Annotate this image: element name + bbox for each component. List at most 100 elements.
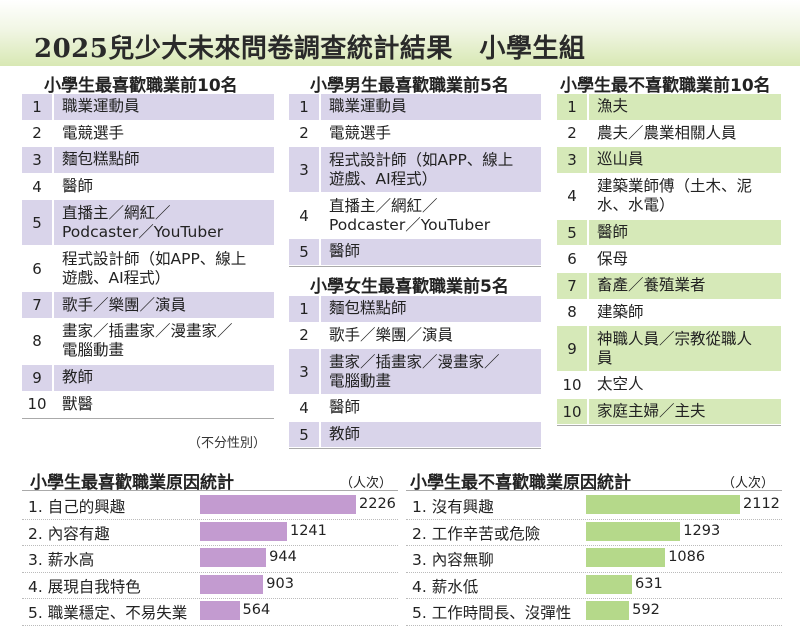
bar — [200, 495, 356, 514]
rank-row: 5 醫師 — [289, 239, 541, 266]
row-divider — [406, 571, 782, 573]
rank-number: 1 — [557, 94, 589, 120]
table-title-girls-top5: 小學女生最喜歡職業前5名 — [310, 277, 509, 297]
bar-label: 1. 自己的興趣 — [28, 498, 126, 516]
rank-row: 5 醫師 — [557, 219, 781, 247]
rank-number: 3 — [289, 147, 321, 193]
job-name: 程式設計師（如APP、線上 遊戲、AI程式） — [62, 249, 247, 287]
rank-row: 4 醫師 — [22, 173, 274, 201]
rank-row: 7 歌手／樂團／演員 — [22, 292, 274, 319]
table-bottom-rule — [22, 418, 274, 420]
rank-row: 3 麵包糕點師 — [22, 147, 274, 174]
row-divider — [22, 624, 398, 626]
rank-number: 2 — [22, 120, 54, 147]
rank-number: 6 — [22, 246, 54, 292]
bar-value-label: 631 — [635, 575, 663, 592]
rank-row: 2 農夫／農業相關人員 — [557, 120, 781, 148]
bar-value-label: 1293 — [683, 522, 721, 539]
table-bottom-rule — [557, 425, 781, 427]
rank-row: 8 畫家／插畫家／漫畫家／ 電腦動畫 — [22, 318, 274, 365]
rank-number: 6 — [557, 246, 589, 272]
job-name: 麵包糕點師 — [329, 299, 407, 318]
rank-row: 1 職業運動員 — [22, 94, 274, 121]
row-divider — [22, 545, 398, 546]
job-name: 醫師 — [62, 177, 94, 196]
row-divider — [406, 518, 782, 520]
bar — [200, 521, 287, 541]
job-name: 歌手／樂團／演員 — [62, 295, 187, 314]
job-name: 直播主／網紅／ Podcaster／YouTuber — [62, 203, 224, 241]
rank-number: 4 — [289, 193, 321, 239]
title-band — [0, 0, 800, 66]
rank-row: 9 神職人員／宗教從職人員 — [557, 326, 781, 373]
girls-top5-table: 1 麵包糕點師 2 歌手／樂團／演員 3 畫家／插畫家／漫畫家／ 電腦動畫 4 醫師 5 教師 — [289, 296, 541, 450]
bar-label: 2. 工作辛苦或危險 — [412, 524, 541, 543]
rank-row: 10 家庭主婦／主夫 — [557, 398, 781, 426]
job-name: 麵包糕點師 — [62, 150, 140, 169]
bar-value-label: 1241 — [289, 522, 327, 539]
rank-row: 7 畜產／養殖業者 — [557, 272, 781, 300]
job-name: 建築師 — [597, 302, 644, 321]
rank-number: 9 — [557, 326, 589, 372]
job-name: 職業運動員 — [329, 97, 407, 116]
job-name: 畫家／插畫家／漫畫家／ 電腦動畫 — [329, 352, 500, 390]
row-divider — [22, 598, 398, 599]
rank-number: 5 — [557, 219, 589, 246]
row-divider — [406, 624, 782, 626]
bar — [200, 548, 267, 567]
rank-number: 2 — [557, 120, 589, 147]
rank-number: 5 — [289, 421, 321, 448]
rank-number: 3 — [289, 349, 321, 395]
chart-rule-least — [406, 490, 782, 491]
bar-label: 3. 薪水高 — [28, 551, 95, 569]
chart-rule-favorite — [22, 490, 398, 491]
job-name: 畫家／插畫家／漫畫家／ 電腦動畫 — [62, 322, 233, 360]
rank-row: 3 巡山員 — [557, 147, 781, 174]
bar — [586, 548, 666, 567]
bar-value-label: 944 — [269, 549, 297, 565]
job-name: 畜產／養殖業者 — [597, 276, 706, 295]
bar-value-label: 564 — [242, 602, 271, 618]
bar — [200, 601, 240, 620]
bar-label: 4. 薪水低 — [412, 577, 479, 596]
chart-title-favorite-reasons: 小學生最喜歡職業原因統計 — [30, 473, 234, 493]
job-name: 巡山員 — [597, 150, 644, 169]
rank-row: 9 教師 — [22, 364, 274, 392]
bar-value-label: 2226 — [359, 496, 396, 512]
rank-number: 9 — [22, 364, 54, 391]
bar-label: 3. 內容無聊 — [412, 551, 494, 569]
job-name: 電競選手 — [62, 123, 125, 142]
job-name: 教師 — [62, 368, 94, 387]
rank-number: 4 — [289, 395, 321, 421]
rank-row: 1 職業運動員 — [289, 94, 541, 121]
job-name: 建築業師傅（土木、泥 水、水電） — [597, 177, 753, 215]
rank-row: 6 程式設計師（如APP、線上 遊戲、AI程式） — [22, 246, 274, 293]
bar-value-label: 1086 — [668, 549, 706, 565]
rank-row: 6 保母 — [557, 246, 781, 273]
job-name: 農夫／農業相關人員 — [597, 123, 737, 142]
table-title-favorite-top10: 小學生最喜歡職業前10名 — [44, 76, 238, 96]
rank-number: 10 — [557, 372, 589, 398]
chart-unit-least: （人次） — [722, 476, 775, 491]
rank-row: 5 直播主／網紅／ Podcaster／YouTuber — [22, 200, 274, 247]
chart-unit-favorite: （人次） — [340, 476, 393, 491]
job-name: 太空人 — [597, 375, 644, 394]
job-name: 家庭主婦／主夫 — [597, 402, 706, 421]
rank-number: 3 — [22, 147, 54, 173]
rank-number: 4 — [22, 173, 54, 200]
boys-top5-table: 1 職業運動員 2 電競選手 3 程式設計師（如APP、線上 遊戲、AI程式） 4 直播主／網紅… — [289, 94, 541, 267]
bar — [586, 601, 630, 620]
job-name: 教師 — [329, 425, 361, 444]
rank-row: 10 獸醫 — [22, 391, 274, 419]
row-divider — [406, 598, 782, 599]
bar-label: 4. 展現自我特色 — [28, 577, 141, 596]
rank-row: 2 歌手／樂團／演員 — [289, 322, 541, 350]
job-name: 保母 — [597, 249, 629, 268]
rank-number: 1 — [289, 94, 321, 120]
job-name: 電競選手 — [329, 123, 392, 142]
bar-label: 1. 沒有興趣 — [412, 498, 494, 516]
bar-value-label: 2112 — [743, 496, 780, 512]
least-top10-table: 1 漁夫 2 農夫／農業相關人員 3 巡山員 4 建築業師傅（土木、泥 水、水電） 5 醫師 6 保母 7… — [557, 94, 781, 427]
rank-number: 7 — [22, 292, 54, 318]
rank-row: 3 程式設計師（如APP、線上 遊戲、AI程式） — [289, 147, 541, 194]
